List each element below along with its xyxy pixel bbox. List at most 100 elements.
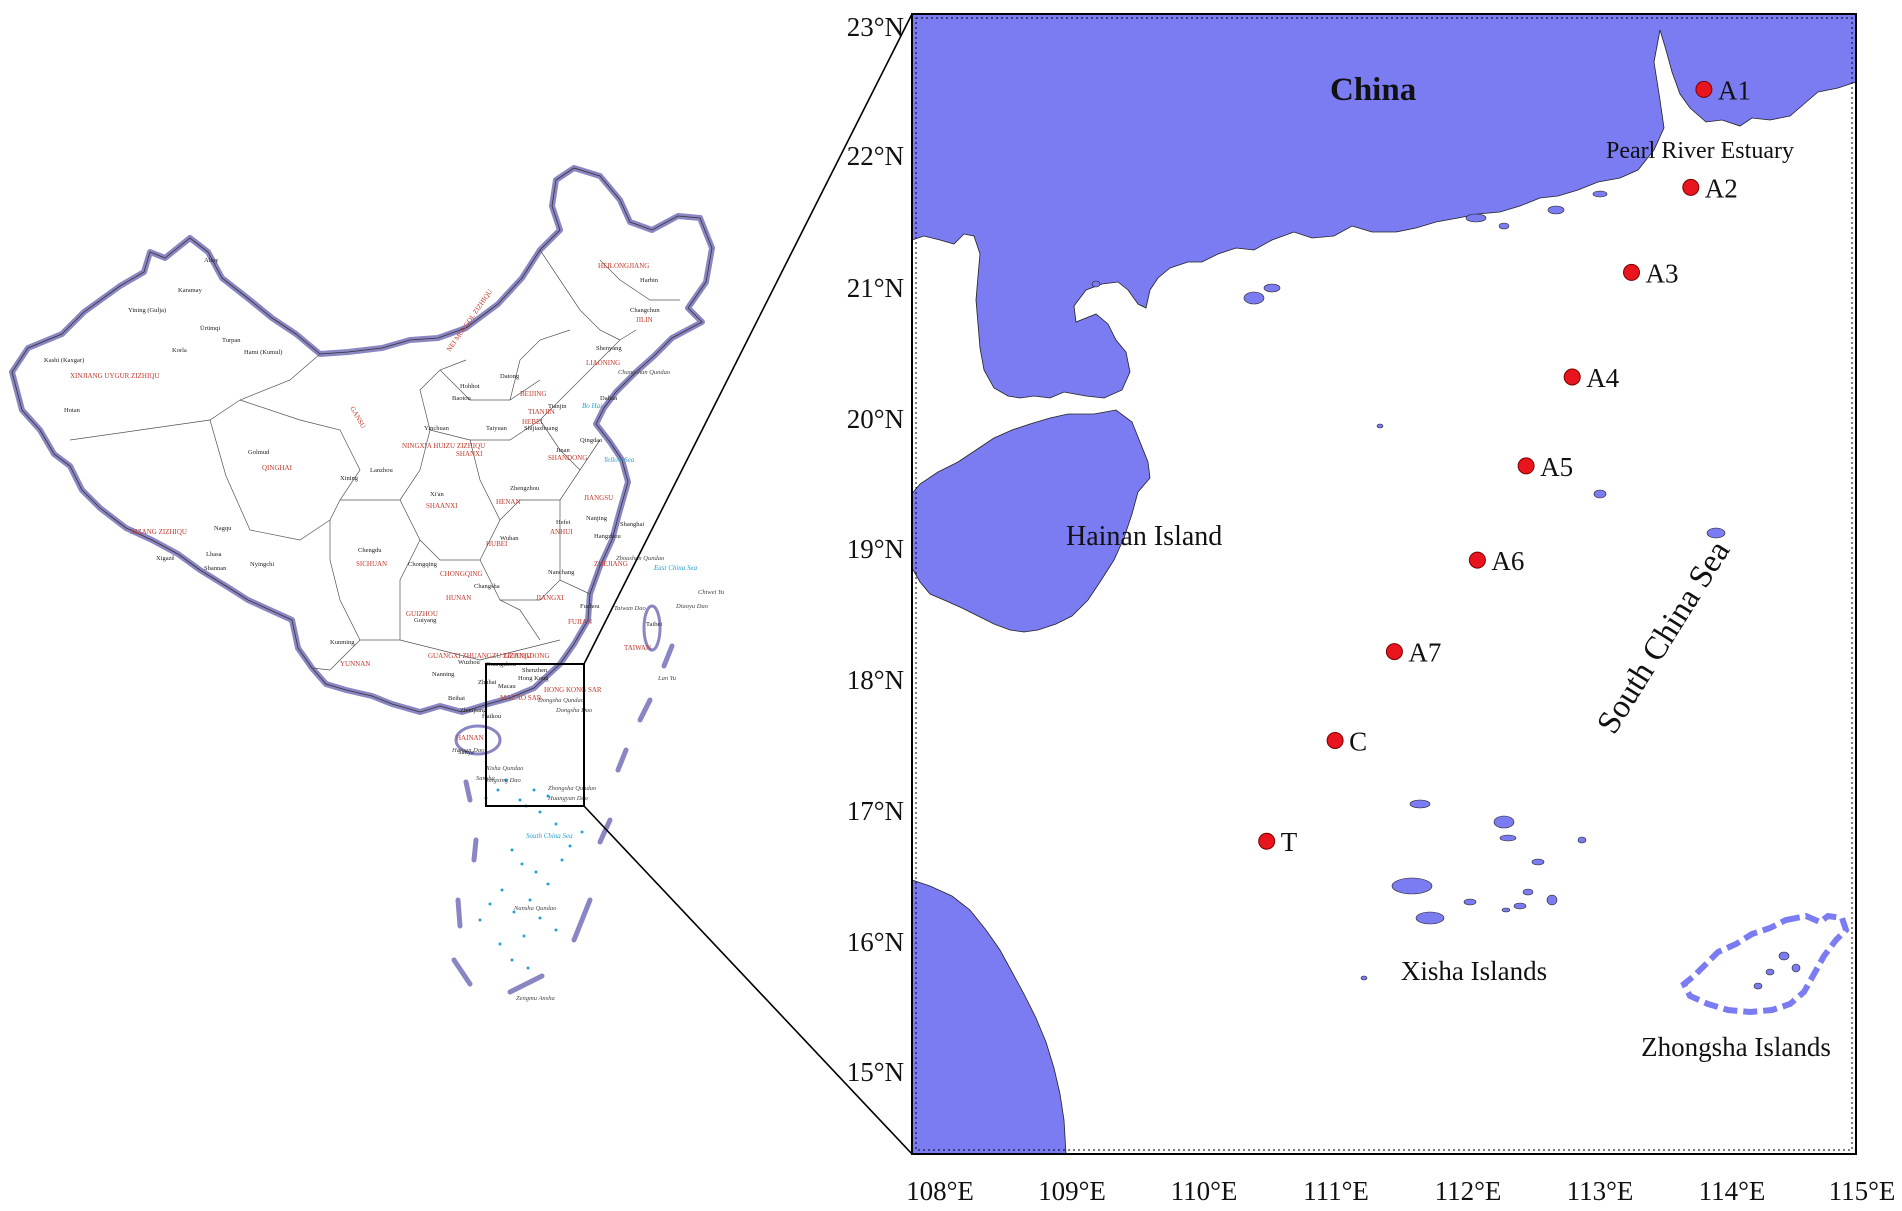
city-label: Taiyuan [486,425,508,432]
overview-island-dots [478,778,584,970]
station-label-a2: A2 [1705,173,1738,203]
city-label: Beihai [448,695,465,702]
zoom-connector-bottom [583,805,913,1155]
city-label: Zhengzhou [510,485,540,492]
island-label: Zhoushan Qundao [616,555,665,562]
region-label: ANHUI [550,528,573,536]
region-label: XIZANG ZIZHIQU [130,528,187,536]
city-label: Shenyang [596,345,622,352]
map-frame-inner [915,17,1853,1151]
city-label: Datong [500,373,520,380]
vietnam-coast [912,879,1067,1154]
lat-label: 19°N [847,534,904,564]
city-label: Lanzhou [370,467,393,474]
city-label: Changsha [474,583,500,590]
city-label: Shannan [204,565,227,572]
city-label: Turpan [222,337,241,344]
region-label: LIAONING [586,359,620,367]
city-label: Karamay [178,287,203,294]
lat-label: 21°N [847,273,904,303]
lon-label: 109°E [1038,1176,1106,1206]
china-label: China [1330,72,1416,108]
study-area-box [485,663,585,807]
island-label: Lan Yu [657,675,677,682]
region-label: HAINAN [456,734,484,742]
lat-label: 23°N [847,12,904,42]
station-label-c: C [1349,727,1367,757]
region-label: NINGXIA HUIZU ZIZHIQU [402,442,485,450]
xisha-islands [1360,799,1587,981]
city-label: Macau [498,683,516,690]
lon-label: 110°E [1171,1176,1238,1206]
city-label: Shenzhen [522,667,548,674]
lon-label: 108°E [906,1176,974,1206]
city-label: Haikou [482,713,502,720]
region-label: FUJIAN [568,618,592,626]
hainan-label: Hainan Island [1066,521,1222,552]
city-label: Xi'an [430,491,445,498]
lon-label: 113°E [1567,1176,1634,1206]
island-label: Taiwan Dao [614,605,646,612]
station-marker-a6 [1468,551,1486,569]
water-label: Yellow Sea [604,456,635,464]
lat-label: 18°N [847,665,904,695]
city-label: Wuzhou [458,659,481,666]
region-label: HEBEI [522,418,543,426]
water-label: East China Sea [653,564,698,572]
city-label: Nanchang [548,569,575,576]
region-label: TIANJIN [528,408,555,416]
city-label: Nagqu [214,525,232,532]
station-marker-a2 [1682,178,1700,196]
city-label: Zhanjiang [460,707,487,714]
study-area-detail-map: 23°N 22°N 21°N 20°N 19°N 18°N 17°N 16°N … [847,12,1896,1206]
city-label: Hohhot [460,383,480,390]
station-label-a1: A1 [1718,75,1751,105]
city-label: Nanning [432,671,455,678]
city-label: Korla [172,347,187,354]
city-label: Ürümqi [200,325,220,332]
lat-label: 16°N [847,927,904,957]
region-label: HEILONGJIANG [598,262,649,270]
lon-label: 111°E [1303,1176,1369,1206]
island-label: Huangyan Dao [547,795,589,802]
island-label: Chiwei Yu [698,589,725,596]
city-label: Kunming [330,639,355,646]
city-label: Shanghai [620,521,644,528]
region-label: JILIN [636,316,653,324]
region-label: SHANXI [456,450,483,458]
region-label: HONG KONG SAR [544,686,602,694]
city-label: Qingdao [580,437,602,444]
region-label: JIANGSU [584,494,613,502]
city-label: Chengdu [358,547,382,554]
island-label: Yongxing Dao [484,777,522,784]
region-label: ZHEJIANG [594,560,628,568]
coastal-islets [1091,190,1726,539]
island-label: Changshan Qundao [618,369,671,376]
station-label-a4: A4 [1586,363,1619,393]
city-label: Nyingchi [250,561,274,568]
city-label: Guiyang [414,617,437,624]
overview-island-labels: Hainan Dao Xisha Qundao Zhongsha Qundao … [451,369,725,1002]
region-label: MACAO SAR [500,694,542,702]
city-label: Lhasa [206,551,222,558]
water-label: South China Sea [526,832,573,840]
region-label: BEIJING [520,390,546,398]
region-label: SHANDONG [548,454,587,462]
station-label-a7: A7 [1408,638,1441,668]
estuary-label: Pearl River Estuary [1606,138,1794,164]
city-label: Chongqing [408,561,438,568]
city-label: Nanjing [586,515,608,522]
zoom-connector-top [583,13,913,665]
station-marker-t [1258,832,1276,850]
zhongsha-islands [1680,912,1850,1016]
city-label: Golmud [248,449,270,456]
city-label: Hotan [64,407,81,414]
region-label: QINGHAI [262,464,293,472]
city-label: Hami (Kumul) [244,349,282,356]
city-label: Jinan [556,447,570,454]
lat-label: 22°N [847,141,904,171]
region-label: GUANGXI ZHUANGZU ZIZHIQU [428,652,531,660]
city-label: Xigazê [156,555,175,562]
station-marker-a3 [1623,263,1640,281]
